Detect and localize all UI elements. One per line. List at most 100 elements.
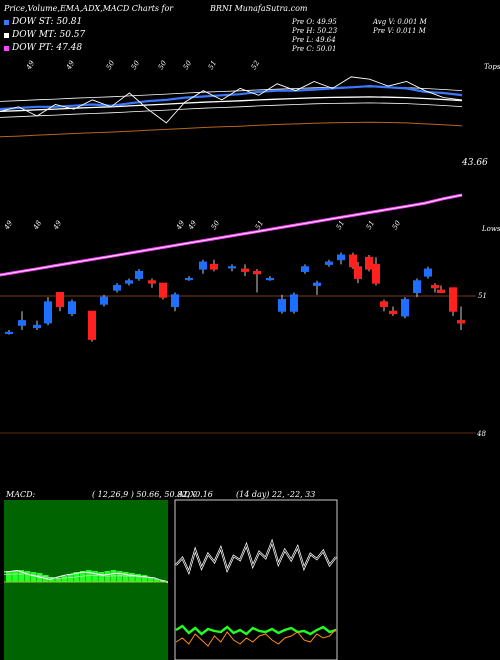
candle-body bbox=[413, 280, 421, 293]
top-label: 49 bbox=[64, 59, 76, 72]
dow-pt-core-line bbox=[0, 194, 463, 276]
candle-body bbox=[33, 324, 41, 329]
macd-hist-bar bbox=[86, 570, 92, 582]
macd-hist-bar bbox=[122, 572, 129, 582]
candle-body bbox=[241, 268, 249, 272]
low-label: 49 bbox=[2, 219, 14, 232]
macd-hist-bar bbox=[67, 574, 74, 582]
candle-body bbox=[437, 289, 445, 293]
candle-body bbox=[380, 301, 388, 308]
low-label: 51 bbox=[254, 219, 265, 231]
candle-body bbox=[88, 310, 96, 340]
candle-body bbox=[135, 270, 143, 279]
dow-mt-line bbox=[0, 96, 463, 113]
top-label: 50 bbox=[157, 59, 169, 71]
avg-vol-label: Avg V: 0.001 M bbox=[373, 18, 427, 26]
pt-value-label: 43.66 bbox=[462, 158, 488, 168]
legend-pt: DOW PT: 47.48 bbox=[4, 43, 82, 53]
candle-body bbox=[401, 299, 409, 317]
candle-body bbox=[424, 268, 432, 277]
macd-hist-bar bbox=[30, 572, 37, 582]
macd-hist-bar bbox=[24, 571, 31, 582]
macd-hist-bar bbox=[104, 571, 111, 582]
level-48-label: 48 bbox=[477, 430, 486, 438]
high-label: Pre H: 50.23 bbox=[292, 27, 338, 35]
symbol-site: BRNI MunafaSutra.com bbox=[210, 4, 308, 13]
legend-st-swatch bbox=[4, 19, 9, 25]
macd-hist-bar bbox=[116, 571, 123, 582]
candle-body bbox=[431, 284, 439, 289]
macd-hist-bar bbox=[110, 570, 117, 582]
candle-body bbox=[68, 301, 76, 315]
macd-hist-bar bbox=[92, 571, 98, 582]
candle-body bbox=[372, 263, 380, 284]
low-label: 49 bbox=[51, 219, 63, 232]
candle-body bbox=[325, 261, 333, 265]
lows-label: Lows bbox=[482, 225, 500, 233]
macd-hist-bar bbox=[61, 576, 68, 582]
candle-body bbox=[354, 266, 362, 279]
top-label: 49 bbox=[24, 59, 36, 72]
candle-body bbox=[389, 310, 397, 315]
low-label: 48 bbox=[31, 219, 43, 232]
adx-params: (14 day) 22, -22, 33 bbox=[236, 490, 316, 499]
macd-title: MACD: bbox=[6, 490, 36, 499]
macd-hist-bar bbox=[18, 570, 25, 582]
candle-body bbox=[100, 296, 108, 305]
open-label: Pre O: 49.95 bbox=[292, 18, 337, 26]
candle-body bbox=[199, 261, 207, 270]
top-label: 50 bbox=[105, 59, 117, 71]
dow-st-line bbox=[0, 84, 463, 111]
candle-body bbox=[365, 256, 373, 270]
level-51-label: 51 bbox=[478, 292, 487, 300]
legend-st-label: DOW ST: 50.81 bbox=[12, 17, 83, 27]
top-label: 50 bbox=[182, 59, 194, 71]
macd-panel-bg bbox=[4, 500, 168, 660]
close-price-line bbox=[0, 76, 463, 124]
top-label: 51 bbox=[207, 59, 218, 71]
macd-params: ( 12,26,9 ) 50.66, 50.82, -0.16 bbox=[92, 490, 213, 499]
macd-hist-bar bbox=[147, 577, 154, 582]
low-label: 50 bbox=[210, 219, 222, 231]
macd-hist-bar bbox=[6, 572, 12, 582]
low-label: 49 bbox=[186, 219, 198, 232]
macd-hist-bar bbox=[36, 573, 43, 582]
macd-hist-bar bbox=[79, 571, 86, 582]
candle-body bbox=[228, 266, 236, 269]
candle-body bbox=[349, 254, 357, 268]
candle-body bbox=[278, 299, 286, 312]
price-chart: 49 49 50 50 50 50 51 52 49 48 49 49 49 50 51 51 51 50 bbox=[0, 59, 476, 434]
candle-body bbox=[56, 291, 64, 308]
low-label: 51 bbox=[335, 219, 346, 231]
candle-body bbox=[313, 282, 321, 286]
candle-body bbox=[266, 277, 274, 281]
legend-pt-swatch bbox=[4, 45, 9, 51]
candle-body bbox=[290, 294, 298, 312]
candle-body bbox=[457, 320, 465, 324]
low-label: Pre L: 49.64 bbox=[292, 36, 336, 44]
signal-line bbox=[3, 573, 169, 582]
macd-hist-bar bbox=[12, 571, 18, 582]
macd-hist-bar bbox=[159, 580, 166, 582]
minus-di-line bbox=[175, 628, 337, 647]
candle-body bbox=[449, 287, 457, 312]
candle-body bbox=[185, 277, 193, 281]
macd-hist-bar bbox=[135, 574, 141, 582]
adx-line-core bbox=[175, 540, 337, 574]
macd-hist-bar bbox=[129, 573, 135, 582]
legend-pt-label: DOW PT: 47.48 bbox=[12, 43, 83, 53]
candle-body bbox=[5, 331, 13, 335]
legend-mt-label: DOW MT: 50.57 bbox=[12, 30, 86, 40]
low-label: 49 bbox=[174, 219, 186, 232]
macd-hist-bar bbox=[55, 578, 61, 582]
close-label: Pre C: 50.01 bbox=[292, 45, 337, 53]
low-label: 50 bbox=[391, 219, 403, 231]
macd-hist-bar bbox=[73, 572, 80, 582]
long-ema-line bbox=[0, 121, 463, 138]
plus-di-line bbox=[175, 624, 337, 636]
macd-line bbox=[3, 569, 169, 584]
tops-label: Tops bbox=[484, 63, 500, 71]
legend-st: DOW ST: 50.81 bbox=[4, 17, 82, 27]
chart-title: Price,Volume,EMA,ADX,MACD Charts for bbox=[4, 4, 174, 13]
candle-body bbox=[171, 294, 179, 308]
